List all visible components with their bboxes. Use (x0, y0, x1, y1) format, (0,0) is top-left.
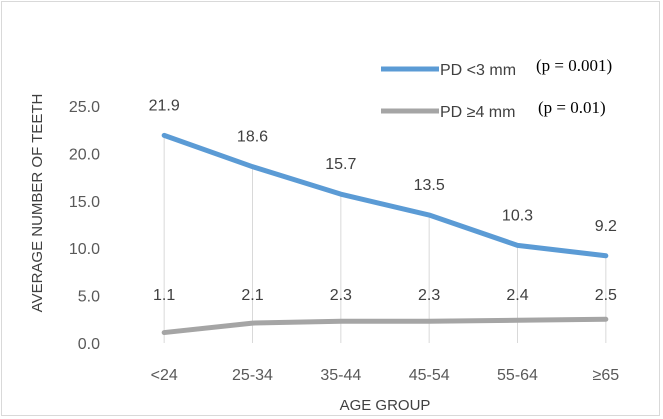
data-label: 18.6 (237, 129, 268, 146)
y-tick-label: 10.0 (69, 241, 100, 258)
x-tick-label: <24 (151, 367, 178, 384)
y-axis-title: AVERAGE NUMBER OF TEETH (29, 94, 46, 313)
data-labels: 21.9 18.6 15.7 13.5 10.3 9.2 1.1 2.1 2.3 2.3 2.4 2.… (149, 97, 617, 304)
x-tick-label: 55-64 (497, 367, 538, 384)
y-tick-label: 20.0 (69, 146, 100, 163)
data-label: 10.3 (502, 207, 533, 224)
series-line-pd-ge4 (161, 316, 609, 336)
data-label: 1.1 (153, 287, 175, 304)
y-tick-label: 15.0 (69, 194, 100, 211)
legend-label-pd-lt3: PD <3 mm (440, 62, 516, 79)
data-label: 15.7 (325, 156, 356, 173)
x-tick-label: 45-54 (409, 367, 450, 384)
x-axis-title: AGE GROUP (340, 397, 431, 414)
y-axis-ticks: 0.0 5.0 10.0 15.0 20.0 25.0 (69, 99, 100, 353)
data-label: 2.3 (418, 287, 440, 304)
data-label: 2.5 (595, 287, 617, 304)
data-label: 2.4 (506, 287, 528, 304)
x-tick-label: ≥65 (593, 367, 620, 384)
legend-p-note-pd-lt3: (p = 0.001) (536, 56, 612, 75)
data-label: 13.5 (414, 177, 445, 194)
legend-p-note-pd-ge4: (p = 0.01) (538, 98, 606, 117)
data-label: 2.1 (241, 287, 263, 304)
x-axis-ticks: <24 25-34 35-44 45-54 55-64 ≥65 (151, 367, 620, 384)
drop-lines (163, 135, 607, 343)
legend-label-pd-ge4: PD ≥4 mm (440, 104, 515, 121)
x-tick-label: 35-44 (320, 367, 361, 384)
data-label: 2.3 (330, 287, 352, 304)
data-label: 9.2 (595, 218, 617, 235)
legend: PD <3 mm (p = 0.001) PD ≥4 mm (p = 0.01) (381, 56, 612, 121)
series-lines (161, 132, 609, 336)
y-tick-label: 25.0 (69, 99, 100, 116)
x-tick-label: 25-34 (232, 367, 273, 384)
series-line-pd-lt3 (161, 132, 609, 259)
data-label: 21.9 (149, 97, 180, 114)
y-tick-label: 0.0 (78, 336, 100, 353)
y-tick-label: 5.0 (78, 289, 100, 306)
